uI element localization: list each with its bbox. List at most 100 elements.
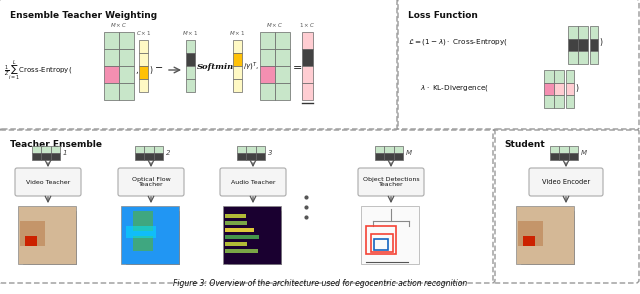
Bar [233,40,242,53]
Text: Ensemble Teacher Weighting: Ensemble Teacher Weighting [10,11,157,20]
Bar [361,206,419,264]
Bar [119,49,134,66]
Bar [554,83,564,95]
Bar [154,146,163,153]
Bar [523,236,535,246]
Bar [225,242,256,246]
Bar [566,70,574,83]
Bar [275,49,290,66]
Bar [302,32,313,49]
Bar [237,146,246,153]
FancyBboxPatch shape [358,168,424,196]
Text: $/\gamma)^T,$: $/\gamma)^T,$ [243,61,259,73]
Text: −: − [155,63,163,73]
Bar [260,49,275,66]
Bar [233,66,242,79]
Text: ): ) [149,66,152,74]
Bar [246,153,255,160]
Text: $M\times 1$: $M\times 1$ [229,29,246,37]
Text: M: M [406,150,412,156]
Text: $M\times 1$: $M\times 1$ [182,29,199,37]
Bar [119,83,134,100]
FancyBboxPatch shape [220,168,286,196]
Bar [569,153,578,160]
Bar [521,211,574,264]
Bar [145,153,154,160]
Text: $C\times 1$: $C\times 1$ [136,29,151,37]
Bar [260,32,275,49]
Bar [139,66,148,79]
Text: M: M [581,150,587,156]
Bar [526,216,574,264]
Bar [385,153,394,160]
Text: 1: 1 [63,150,67,156]
Text: =: = [293,63,302,73]
FancyBboxPatch shape [529,168,603,196]
Text: Video Teacher: Video Teacher [26,180,70,185]
Text: $\lambda\cdot$ KL-Divergence(: $\lambda\cdot$ KL-Divergence( [420,83,489,93]
Bar [223,206,281,264]
Text: Teacher Ensemble: Teacher Ensemble [10,140,102,149]
Text: $1\times C$: $1\times C$ [300,21,316,29]
FancyBboxPatch shape [118,168,184,196]
Bar [42,153,51,160]
Bar [23,211,76,264]
Bar [568,39,578,51]
Bar [126,211,179,264]
Bar [119,66,134,83]
Text: ): ) [575,83,578,93]
Bar [225,214,253,218]
Bar [228,211,281,264]
Bar [119,32,134,49]
Text: Object Detections
Teacher: Object Detections Teacher [363,177,419,187]
Text: Softmin(: Softmin( [197,63,238,71]
Bar [275,32,290,49]
Bar [133,236,153,251]
Text: Figure 3: Overview of the architecture used for egocentric action recognition: Figure 3: Overview of the architecture u… [173,279,467,288]
Bar [385,146,394,153]
Bar [590,51,598,64]
Bar [104,49,119,66]
Bar [225,235,249,239]
Text: ,: , [135,66,138,74]
Bar [126,226,156,238]
Bar [139,53,148,66]
Text: Optical Flow
Teacher: Optical Flow Teacher [132,177,170,187]
Bar [569,146,578,153]
FancyBboxPatch shape [15,168,81,196]
Bar [566,83,574,95]
Bar [260,83,275,100]
Bar [550,153,559,160]
Bar [375,146,385,153]
Bar [133,211,153,231]
Bar [104,66,119,83]
Text: Video Encoder: Video Encoder [542,179,590,185]
Bar [135,146,145,153]
Bar [578,51,588,64]
Bar [246,146,255,153]
Bar [145,146,154,153]
Bar [131,216,179,264]
Bar [121,206,179,264]
Text: $M\times C$: $M\times C$ [266,21,284,29]
Text: ): ) [599,38,602,46]
Bar [233,53,242,66]
Bar [578,39,588,51]
Bar [154,153,163,160]
Bar [186,79,195,92]
Bar [139,79,148,92]
Bar [260,66,275,83]
Bar [51,146,60,153]
Bar [394,153,403,160]
Bar [371,234,393,252]
Bar [518,221,543,246]
Text: $\frac{1}{Z}\sum_{i=1}^{L}$Cross-Entropy(: $\frac{1}{Z}\sum_{i=1}^{L}$Cross-Entropy… [4,58,72,82]
Bar [302,83,313,100]
Bar [275,66,290,83]
Text: Audio Teacher: Audio Teacher [231,180,275,185]
Bar [544,70,554,83]
Bar [233,79,242,92]
Bar [566,95,574,108]
Text: 3: 3 [268,150,273,156]
Text: $\mathcal{L} = (1-\lambda)\cdot$ Cross-Entropy(: $\mathcal{L} = (1-\lambda)\cdot$ Cross-E… [408,37,508,47]
